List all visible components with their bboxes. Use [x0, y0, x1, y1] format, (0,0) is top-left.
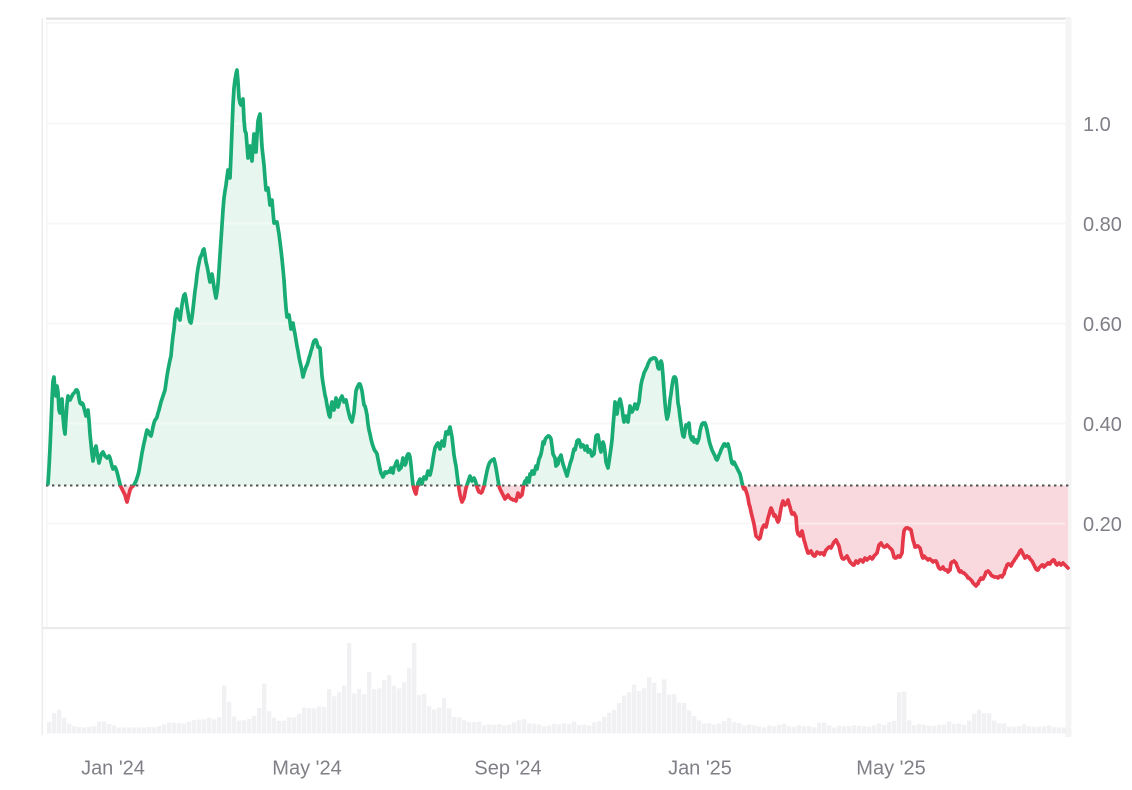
svg-text:0.60: 0.60: [1083, 314, 1122, 336]
svg-text:0.20: 0.20: [1083, 514, 1122, 536]
svg-text:0.40: 0.40: [1083, 414, 1122, 436]
svg-text:Sep '24: Sep '24: [474, 758, 541, 780]
svg-text:0.80: 0.80: [1083, 214, 1122, 236]
svg-text:May '25: May '25: [856, 758, 925, 780]
svg-text:Jan '24: Jan '24: [81, 758, 145, 780]
svg-text:May '24: May '24: [272, 758, 341, 780]
svg-text:Jan '25: Jan '25: [668, 758, 732, 780]
svg-text:1.0: 1.0: [1083, 114, 1111, 136]
